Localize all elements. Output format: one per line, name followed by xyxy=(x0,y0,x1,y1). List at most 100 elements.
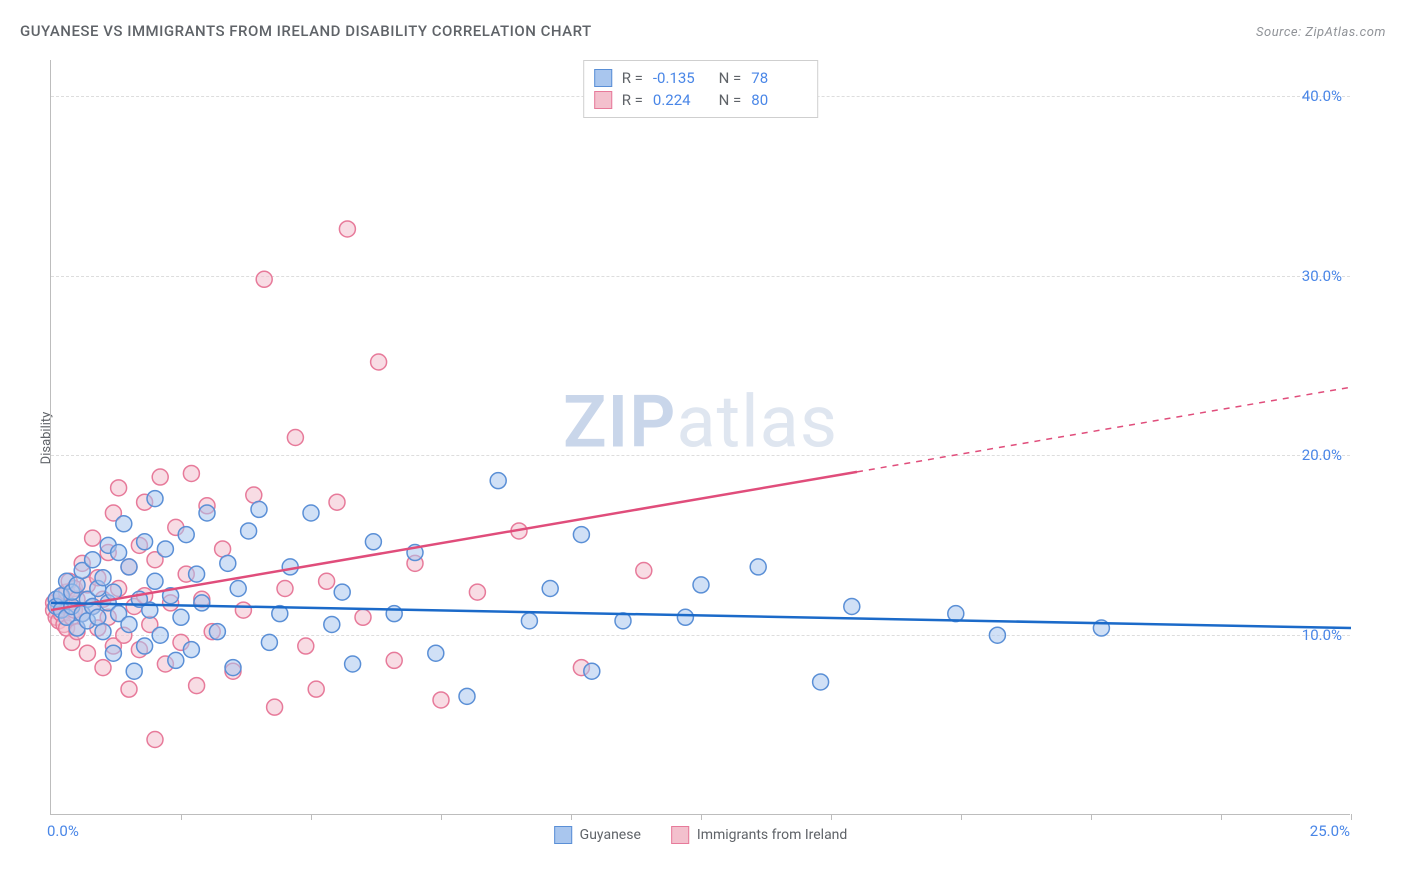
swatch-ireland xyxy=(594,91,612,109)
data-point xyxy=(636,563,652,579)
data-point xyxy=(147,491,163,507)
data-point xyxy=(85,552,101,568)
data-point xyxy=(339,221,355,237)
data-point xyxy=(256,271,272,287)
data-point xyxy=(584,663,600,679)
data-point xyxy=(334,584,350,600)
data-point xyxy=(573,527,589,543)
data-point xyxy=(241,523,257,539)
data-point xyxy=(371,354,387,370)
data-point xyxy=(95,660,111,676)
data-point xyxy=(433,692,449,708)
trend-line xyxy=(51,472,857,610)
data-point xyxy=(324,616,340,632)
swatch-ireland xyxy=(671,826,689,844)
data-point xyxy=(209,624,225,640)
data-point xyxy=(152,627,168,643)
data-point xyxy=(79,645,95,661)
data-point xyxy=(542,581,558,597)
data-point xyxy=(386,606,402,622)
x-axis-max-label: 25.0% xyxy=(1310,822,1350,840)
data-point xyxy=(147,573,163,589)
data-point xyxy=(251,501,267,517)
data-point xyxy=(168,652,184,668)
stat-row-ireland: R = 0.224 N = 80 xyxy=(594,89,804,111)
data-point xyxy=(111,480,127,496)
n-value-ireland: 80 xyxy=(751,89,803,111)
data-point xyxy=(105,645,121,661)
data-point xyxy=(319,573,335,589)
data-point xyxy=(235,602,251,618)
data-point xyxy=(215,541,231,557)
data-point xyxy=(355,609,371,625)
data-point xyxy=(308,681,324,697)
data-point xyxy=(199,505,215,521)
data-point xyxy=(267,699,283,715)
data-point xyxy=(386,652,402,668)
plot-area: ZIPatlas 10.0%20.0%30.0%40.0% R = -0.135… xyxy=(50,60,1350,815)
data-point xyxy=(490,473,506,489)
legend-item-guyanese: Guyanese xyxy=(554,826,641,844)
r-value-guyanese: -0.135 xyxy=(653,67,705,89)
plot-svg xyxy=(51,60,1351,815)
data-point xyxy=(989,627,1005,643)
data-point xyxy=(261,634,277,650)
data-point xyxy=(365,534,381,550)
data-point xyxy=(469,584,485,600)
x-tick xyxy=(311,814,312,820)
data-point xyxy=(194,595,210,611)
data-point xyxy=(147,732,163,748)
stat-legend: R = -0.135 N = 78 R = 0.224 N = 80 xyxy=(583,60,819,118)
data-point xyxy=(329,494,345,510)
x-tick xyxy=(441,814,442,820)
data-point xyxy=(220,555,236,571)
data-point xyxy=(85,530,101,546)
legend-item-ireland: Immigrants from Ireland xyxy=(671,826,847,844)
data-point xyxy=(813,674,829,690)
n-value-guyanese: 78 xyxy=(751,67,803,89)
data-point xyxy=(121,559,137,575)
data-point xyxy=(157,541,173,557)
data-point xyxy=(137,534,153,550)
data-point xyxy=(137,638,153,654)
data-point xyxy=(459,688,475,704)
data-point xyxy=(750,559,766,575)
swatch-guyanese xyxy=(554,826,572,844)
data-point xyxy=(189,566,205,582)
legend-label-guyanese: Guyanese xyxy=(580,827,641,843)
source-label: Source: ZipAtlas.com xyxy=(1256,25,1386,40)
data-point xyxy=(95,624,111,640)
stat-row-guyanese: R = -0.135 N = 78 xyxy=(594,67,804,89)
series-legend: Guyanese Immigrants from Ireland xyxy=(554,826,848,844)
data-point xyxy=(521,613,537,629)
x-tick xyxy=(1221,814,1222,820)
data-point xyxy=(246,487,262,503)
x-tick xyxy=(1091,814,1092,820)
data-point xyxy=(69,577,85,593)
x-tick xyxy=(571,814,572,820)
data-point xyxy=(121,616,137,632)
trend-line-dashed xyxy=(857,387,1351,472)
data-point xyxy=(277,581,293,597)
data-point xyxy=(345,656,361,672)
x-tick xyxy=(701,814,702,820)
data-point xyxy=(183,465,199,481)
data-point xyxy=(677,609,693,625)
x-tick xyxy=(181,814,182,820)
data-point xyxy=(287,430,303,446)
chart-title: GUYANESE VS IMMIGRANTS FROM IRELAND DISA… xyxy=(20,22,592,40)
legend-label-ireland: Immigrants from Ireland xyxy=(697,827,847,843)
data-point xyxy=(189,678,205,694)
r-value-ireland: 0.224 xyxy=(653,89,705,111)
data-point xyxy=(90,609,106,625)
plot-wrap: Disability ZIPatlas 10.0%20.0%30.0%40.0%… xyxy=(50,60,1350,815)
data-point xyxy=(844,598,860,614)
x-tick xyxy=(831,814,832,820)
x-axis-min-label: 0.0% xyxy=(47,822,79,840)
x-tick xyxy=(1351,814,1352,820)
data-point xyxy=(111,545,127,561)
data-point xyxy=(121,681,137,697)
data-point xyxy=(152,469,168,485)
data-point xyxy=(303,505,319,521)
data-point xyxy=(126,663,142,679)
